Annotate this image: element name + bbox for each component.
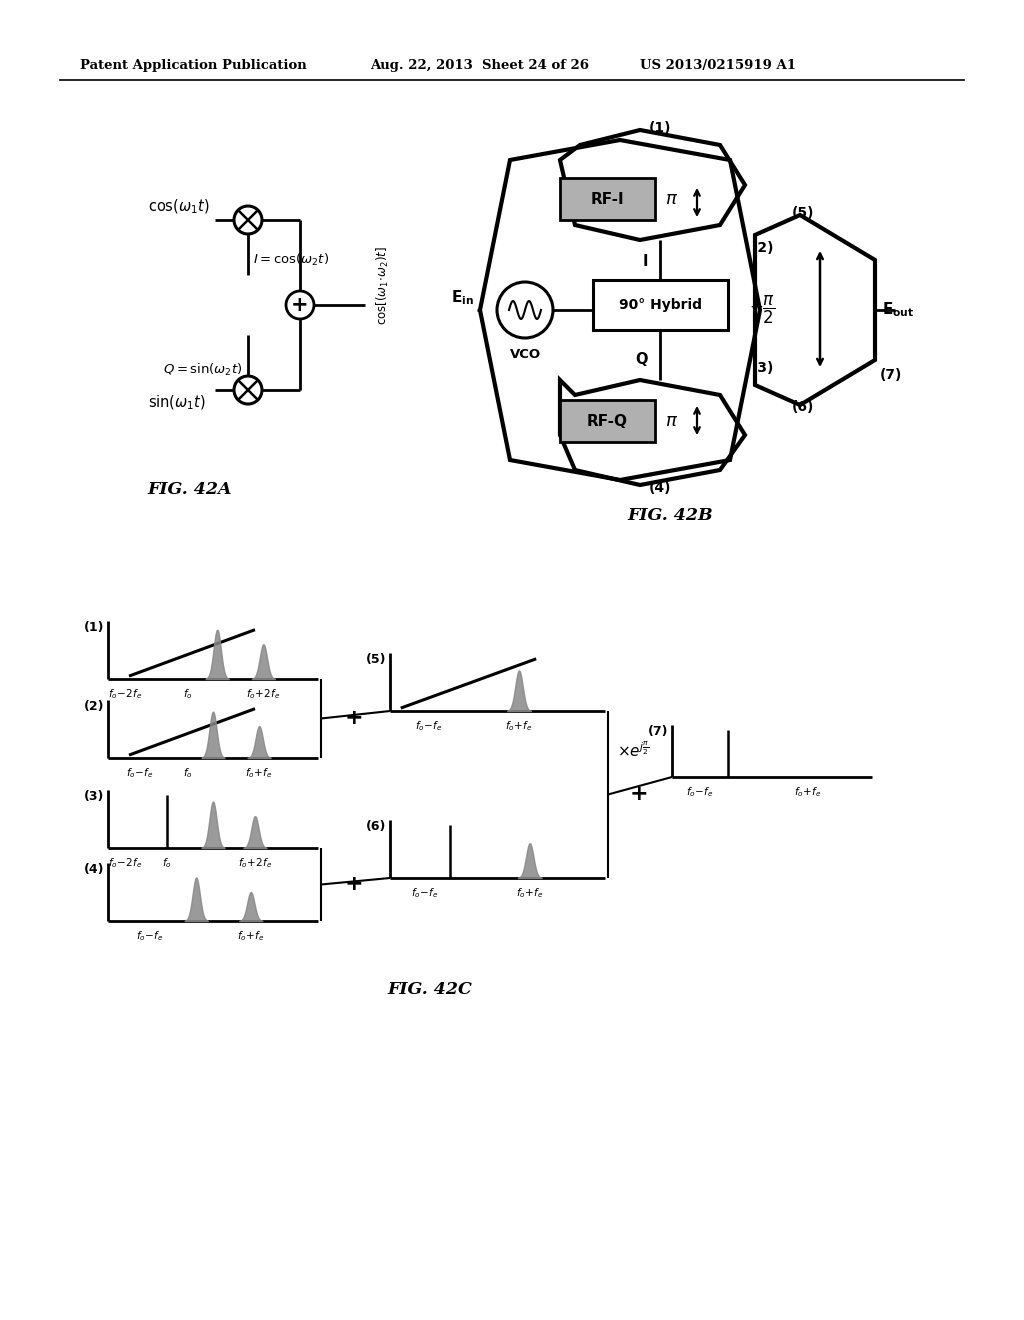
Text: $I=\cos(\omega_2 t)$: $I=\cos(\omega_2 t)$ xyxy=(253,252,329,268)
Text: $f_o\!-\!f_e$: $f_o\!-\!f_e$ xyxy=(136,929,164,942)
Text: (2): (2) xyxy=(84,700,104,713)
Text: $f_o$: $f_o$ xyxy=(183,766,193,780)
Circle shape xyxy=(497,282,553,338)
Text: RF-I: RF-I xyxy=(591,191,625,206)
Text: $f_o\!-\!f_e$: $f_o\!-\!f_e$ xyxy=(415,719,442,733)
Text: $f_o$: $f_o$ xyxy=(162,855,172,870)
Text: (6): (6) xyxy=(366,820,386,833)
Text: $\times e^{j\frac{\pi}{2}}$: $\times e^{j\frac{\pi}{2}}$ xyxy=(617,741,650,760)
Text: $\mathbf{E_{in}}$: $\mathbf{E_{in}}$ xyxy=(451,289,474,308)
Text: (3): (3) xyxy=(752,360,774,375)
Bar xyxy=(560,178,655,220)
Text: FIG. 42C: FIG. 42C xyxy=(387,982,472,998)
Text: (4): (4) xyxy=(649,480,672,495)
Text: VCO: VCO xyxy=(509,348,541,362)
Text: +: + xyxy=(345,709,364,729)
Text: $f_o$: $f_o$ xyxy=(183,686,193,701)
Text: $\pi$: $\pi$ xyxy=(665,190,678,209)
Text: Aug. 22, 2013  Sheet 24 of 26: Aug. 22, 2013 Sheet 24 of 26 xyxy=(370,58,589,71)
Text: Patent Application Publication: Patent Application Publication xyxy=(80,58,307,71)
Text: $f_o\!-\!f_e$: $f_o\!-\!f_e$ xyxy=(126,766,154,780)
Text: $f_o\!+\!f_e$: $f_o\!+\!f_e$ xyxy=(237,929,264,942)
Text: $f_o\!+\!f_e$: $f_o\!+\!f_e$ xyxy=(516,886,544,900)
Text: $\sin(\omega_1 t)$: $\sin(\omega_1 t)$ xyxy=(148,393,206,412)
Text: $f_o\!-\!f_e$: $f_o\!-\!f_e$ xyxy=(686,785,714,799)
Text: US 2013/0215919 A1: US 2013/0215919 A1 xyxy=(640,58,796,71)
Text: $f_o\!+\!2f_e$: $f_o\!+\!2f_e$ xyxy=(247,686,281,701)
Text: 90° Hybrid: 90° Hybrid xyxy=(618,298,702,312)
Text: (7): (7) xyxy=(880,368,902,381)
Text: $f_o\!+\!f_e$: $f_o\!+\!f_e$ xyxy=(505,719,532,733)
Text: +: + xyxy=(629,784,648,804)
Text: FIG. 42B: FIG. 42B xyxy=(627,507,713,524)
Text: $f_o\!-\!2f_e$: $f_o\!-\!2f_e$ xyxy=(108,855,142,870)
Text: (7): (7) xyxy=(647,725,668,738)
Text: (2): (2) xyxy=(752,242,774,255)
Text: Q: Q xyxy=(636,352,648,367)
Text: $\pi$: $\pi$ xyxy=(665,412,678,430)
Text: +: + xyxy=(291,294,309,315)
Text: $f_o\!+\!f_e$: $f_o\!+\!f_e$ xyxy=(795,785,822,799)
Text: (6): (6) xyxy=(792,400,814,414)
Text: (5): (5) xyxy=(366,653,386,667)
Text: (3): (3) xyxy=(84,789,104,803)
Text: $f_o\!-\!f_e$: $f_o\!-\!f_e$ xyxy=(411,886,438,900)
Text: $f_o\!-\!2f_e$: $f_o\!-\!2f_e$ xyxy=(108,686,142,701)
Bar xyxy=(593,280,728,330)
Text: $f_o\!+\!2f_e$: $f_o\!+\!2f_e$ xyxy=(238,855,272,870)
Text: RF-Q: RF-Q xyxy=(587,413,628,429)
Bar xyxy=(560,400,655,442)
Text: $-\dfrac{\pi}{2}$: $-\dfrac{\pi}{2}$ xyxy=(749,294,775,326)
Text: (1): (1) xyxy=(649,121,672,135)
Text: (1): (1) xyxy=(84,620,104,634)
Text: $\cos(\omega_1 t)$: $\cos(\omega_1 t)$ xyxy=(148,198,210,216)
Text: (4): (4) xyxy=(84,863,104,876)
Text: $Q=\sin(\omega_2 t)$: $Q=\sin(\omega_2 t)$ xyxy=(163,362,243,378)
Text: $f_o\!+\!f_e$: $f_o\!+\!f_e$ xyxy=(246,766,273,780)
Text: +: + xyxy=(345,874,364,895)
Text: $\cos[(\omega_1\!\cdot\!\omega_2)t]$: $\cos[(\omega_1\!\cdot\!\omega_2)t]$ xyxy=(375,246,391,325)
Text: (5): (5) xyxy=(792,206,814,220)
Text: I: I xyxy=(642,255,648,269)
Text: FIG. 42A: FIG. 42A xyxy=(147,482,232,499)
Text: $\mathbf{E_{out}}$: $\mathbf{E_{out}}$ xyxy=(882,301,914,319)
